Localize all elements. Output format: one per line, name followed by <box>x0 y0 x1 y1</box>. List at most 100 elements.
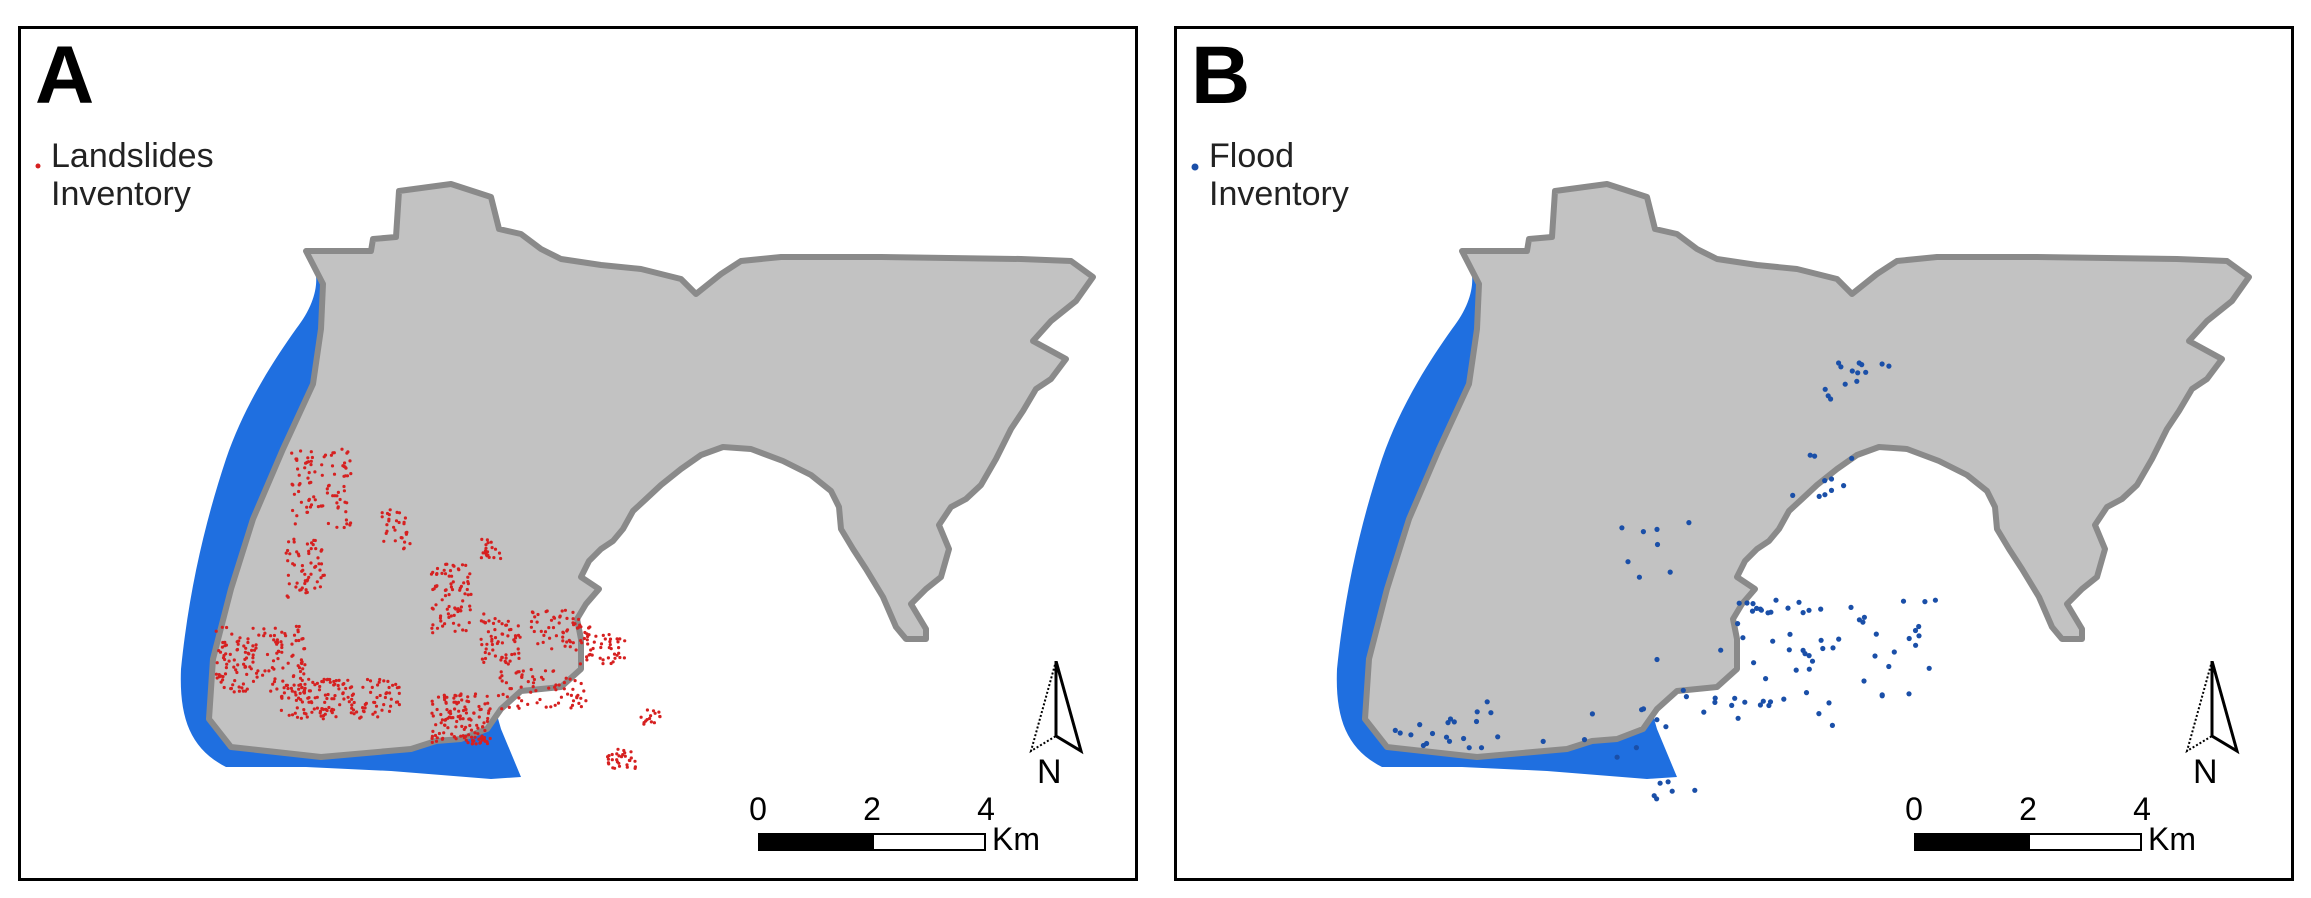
flood-point <box>1589 711 1595 717</box>
flood-point <box>1757 702 1763 708</box>
landslide-point <box>231 683 235 687</box>
landslide-point <box>455 719 459 724</box>
landslide-point <box>307 551 311 556</box>
flood-point <box>1773 597 1779 603</box>
landslide-point <box>617 646 621 650</box>
landslide-point <box>236 663 240 667</box>
landslide-point <box>299 683 303 687</box>
flood-point <box>1816 711 1822 717</box>
landslide-point <box>281 679 285 683</box>
flood-point <box>1842 381 1848 387</box>
landslide-point <box>549 618 554 622</box>
flood-point <box>1654 717 1660 723</box>
landslide-point <box>463 592 467 596</box>
landslide-point <box>445 708 449 712</box>
landslide-point <box>299 716 303 720</box>
landslide-point <box>608 640 612 644</box>
landslide-point <box>592 640 596 644</box>
landslide-point <box>538 697 542 702</box>
landslide-point <box>466 741 470 745</box>
flood-point <box>1397 730 1403 736</box>
landslide-point <box>443 594 448 598</box>
landslide-point <box>280 643 284 647</box>
landslide-point <box>243 657 247 662</box>
landslide-point <box>341 691 345 695</box>
landslide-point <box>565 640 569 644</box>
landslide-point <box>583 630 587 635</box>
landslide-point <box>521 669 525 673</box>
landslide-point <box>220 645 224 649</box>
landslide-point <box>561 639 565 643</box>
landslide-point <box>579 696 583 700</box>
scale-tick-4: 4 <box>2133 791 2151 827</box>
landslide-point <box>548 636 552 640</box>
landslide-point <box>269 689 273 693</box>
flood-point <box>1916 633 1922 639</box>
landslide-point <box>341 682 345 687</box>
flood-point <box>1855 370 1861 376</box>
landslide-point <box>287 540 291 544</box>
landslide-point <box>601 658 605 662</box>
landslide-point <box>477 715 481 719</box>
landslide-point <box>330 464 335 468</box>
landslide-point <box>582 689 586 693</box>
landslide-point <box>491 648 495 652</box>
landslide-point <box>456 700 461 705</box>
landslide-point <box>344 518 348 522</box>
landslide-point <box>345 474 350 478</box>
landslide-point <box>577 617 581 622</box>
landslide-point <box>443 622 447 626</box>
landslide-point <box>230 632 234 636</box>
flood-point <box>1786 647 1792 653</box>
landslide-point <box>300 569 304 573</box>
flood-point <box>1443 734 1450 740</box>
flood-point <box>1873 631 1879 637</box>
landslide-point <box>314 564 318 569</box>
landslide-point <box>529 667 533 672</box>
landslide-point <box>332 472 337 476</box>
landslide-point <box>394 682 398 687</box>
map-canvas-b <box>1336 181 2252 802</box>
landslide-point <box>484 543 488 547</box>
landslide-point <box>446 612 450 616</box>
landslide-point <box>280 696 284 700</box>
landslide-point <box>232 665 236 669</box>
flood-point <box>1740 635 1746 641</box>
landslide-point <box>479 736 483 740</box>
landslide-point <box>606 656 611 660</box>
landslide-point <box>464 629 468 633</box>
landslide-point <box>305 542 309 546</box>
landslide-point <box>606 761 611 765</box>
landslide-point <box>332 679 336 684</box>
flood-point <box>1781 696 1787 702</box>
landslide-point <box>516 647 520 651</box>
landslide-point <box>603 637 607 641</box>
landslide-point <box>492 556 496 560</box>
landslide-point <box>463 705 467 709</box>
landslide-point <box>437 731 441 736</box>
landslide-point <box>287 582 291 586</box>
landslide-point <box>585 655 589 659</box>
landslide-point <box>388 691 392 695</box>
landslide-point <box>443 698 447 702</box>
landslide-point <box>237 685 241 689</box>
landslide-point <box>215 676 219 680</box>
landslide-point <box>311 680 315 685</box>
landslide-point <box>280 650 284 654</box>
landslide-point <box>588 625 592 629</box>
scale-unit-a: Km <box>992 821 1040 857</box>
flood-point <box>1861 614 1867 620</box>
landslide-point <box>325 491 329 495</box>
landslide-point <box>293 690 297 694</box>
landslide-point <box>293 711 297 715</box>
landslide-point <box>450 732 454 736</box>
north-arrow-a: N <box>1021 660 1091 821</box>
flood-point <box>1812 453 1818 459</box>
landslide-point <box>276 640 280 645</box>
flood-point <box>1636 574 1642 580</box>
landslide-point <box>378 693 382 698</box>
flood-point <box>1392 727 1398 734</box>
landslide-point <box>325 487 329 491</box>
landslide-point <box>321 717 325 721</box>
landslide-point <box>568 677 572 681</box>
